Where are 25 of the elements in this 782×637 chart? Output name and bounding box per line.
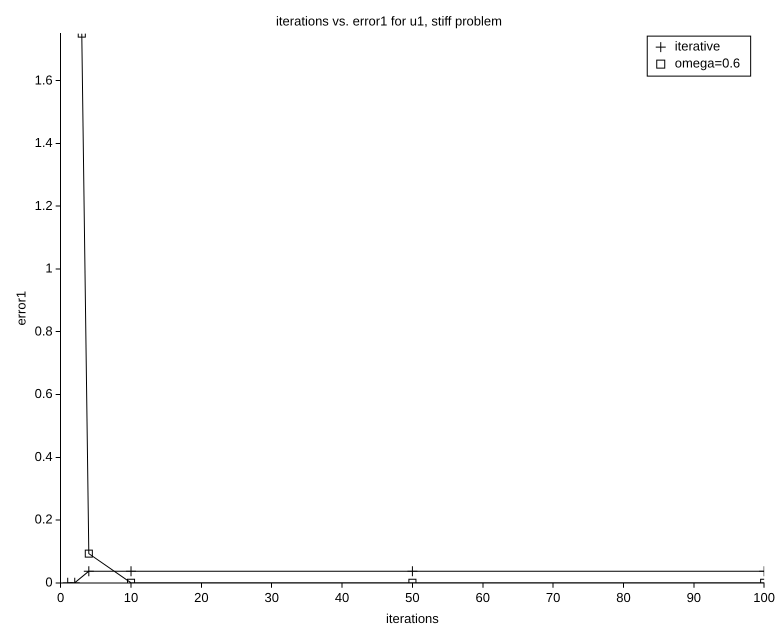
x-axis-title: iterations xyxy=(386,610,440,626)
chart-title: iterations vs. error1 for u1, stiff problem xyxy=(276,13,502,28)
x-tick-label: 100 xyxy=(753,590,776,606)
y-tick-label: 1.4 xyxy=(34,135,53,150)
x-tick-label: 10 xyxy=(124,590,138,606)
y-axis-title: error1 xyxy=(13,290,28,326)
y-tick-label: 0.8 xyxy=(34,323,53,338)
x-tick-label: 60 xyxy=(476,590,490,606)
y-tick-label: 1 xyxy=(45,260,53,276)
x-tick-label: 20 xyxy=(194,590,209,606)
x-tick-label: 50 xyxy=(405,590,420,606)
y-tick-label: 0.2 xyxy=(34,512,53,527)
x-tick-label: 70 xyxy=(546,590,560,606)
legend-label: omega=0.6 xyxy=(674,56,740,71)
y-tick-label: 1.2 xyxy=(34,198,53,213)
y-tick-label: 0.6 xyxy=(34,386,53,402)
legend-label: iterative xyxy=(674,38,720,54)
x-tick-label: 80 xyxy=(616,590,631,606)
x-tick-label: 40 xyxy=(334,590,350,606)
y-tick-label: 0.4 xyxy=(34,448,53,464)
x-tick-label: 30 xyxy=(264,590,279,606)
x-tick-label: 90 xyxy=(686,590,702,606)
y-tick-label: 0 xyxy=(45,574,53,590)
x-tick-label: 0 xyxy=(57,590,64,606)
y-tick-label: 1.6 xyxy=(34,72,53,88)
